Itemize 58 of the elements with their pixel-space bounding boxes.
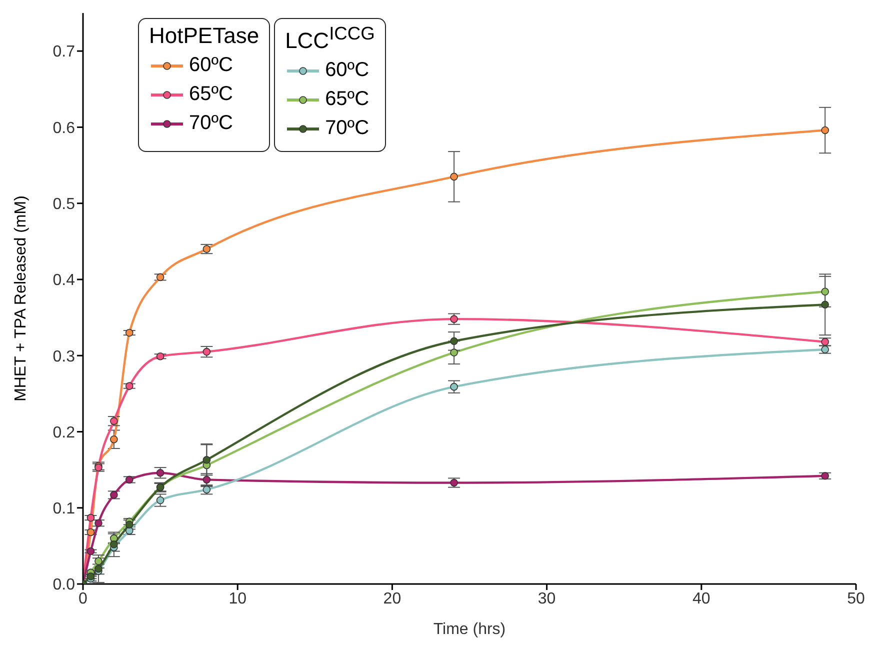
point [125, 520, 134, 529]
text: LCC$^{ICCG}$ [285, 23, 375, 54]
legend-label: 65ºC [189, 83, 233, 106]
point [450, 478, 458, 487]
point [821, 288, 829, 296]
x-tick-label: 20 [383, 590, 402, 608]
y-tick-label: 0.6 [52, 120, 76, 137]
point [450, 315, 458, 323]
point [450, 172, 458, 181]
text: HotPETase [149, 23, 260, 48]
point [86, 572, 95, 580]
point [156, 496, 164, 504]
y-tick-label: 0.4 [52, 272, 76, 290]
point [86, 514, 95, 522]
point [125, 328, 134, 337]
y-axis-title: MHET + TPA Released (mM) [12, 196, 30, 402]
x-tick-label: 0 [78, 590, 88, 608]
point [450, 348, 458, 356]
point [202, 476, 211, 484]
point [202, 456, 211, 464]
x-tick-label: 10 [228, 590, 247, 608]
point [202, 245, 211, 253]
point [110, 540, 118, 548]
point [94, 557, 102, 566]
point [125, 476, 134, 484]
point [156, 352, 164, 360]
point [821, 126, 829, 134]
y-tick-label: 0.1 [52, 500, 76, 518]
point [821, 346, 829, 354]
point [450, 337, 458, 346]
x-tick-label: 30 [538, 590, 556, 608]
point [156, 468, 164, 477]
x-tick-label: 50 [847, 590, 865, 608]
y-tick-label: 0.3 [52, 348, 76, 366]
x-tick-label: 40 [692, 590, 710, 608]
point [156, 273, 164, 282]
x-axis-title: Time (hrs) [433, 621, 506, 638]
legend-label: 70ºC [325, 117, 370, 140]
point [821, 300, 829, 308]
point [450, 382, 458, 391]
point [110, 491, 118, 499]
point [125, 382, 134, 390]
legend-label: 70ºC [189, 112, 233, 135]
legend-label: 60ºC [189, 54, 233, 77]
point [110, 417, 118, 425]
point [821, 338, 829, 346]
point [94, 519, 102, 527]
y-tick-label: 0.2 [52, 424, 76, 442]
y-tick-label: 0.7 [52, 44, 76, 61]
y-tick-label: 0.5 [52, 196, 76, 214]
point [86, 547, 95, 556]
point [86, 528, 95, 536]
y-tick-label: 0.0 [52, 576, 76, 594]
legend-label: 65ºC [325, 88, 370, 112]
point [110, 435, 118, 444]
point [202, 348, 211, 356]
point [821, 472, 829, 480]
legend-label: 60ºC [325, 59, 370, 82]
